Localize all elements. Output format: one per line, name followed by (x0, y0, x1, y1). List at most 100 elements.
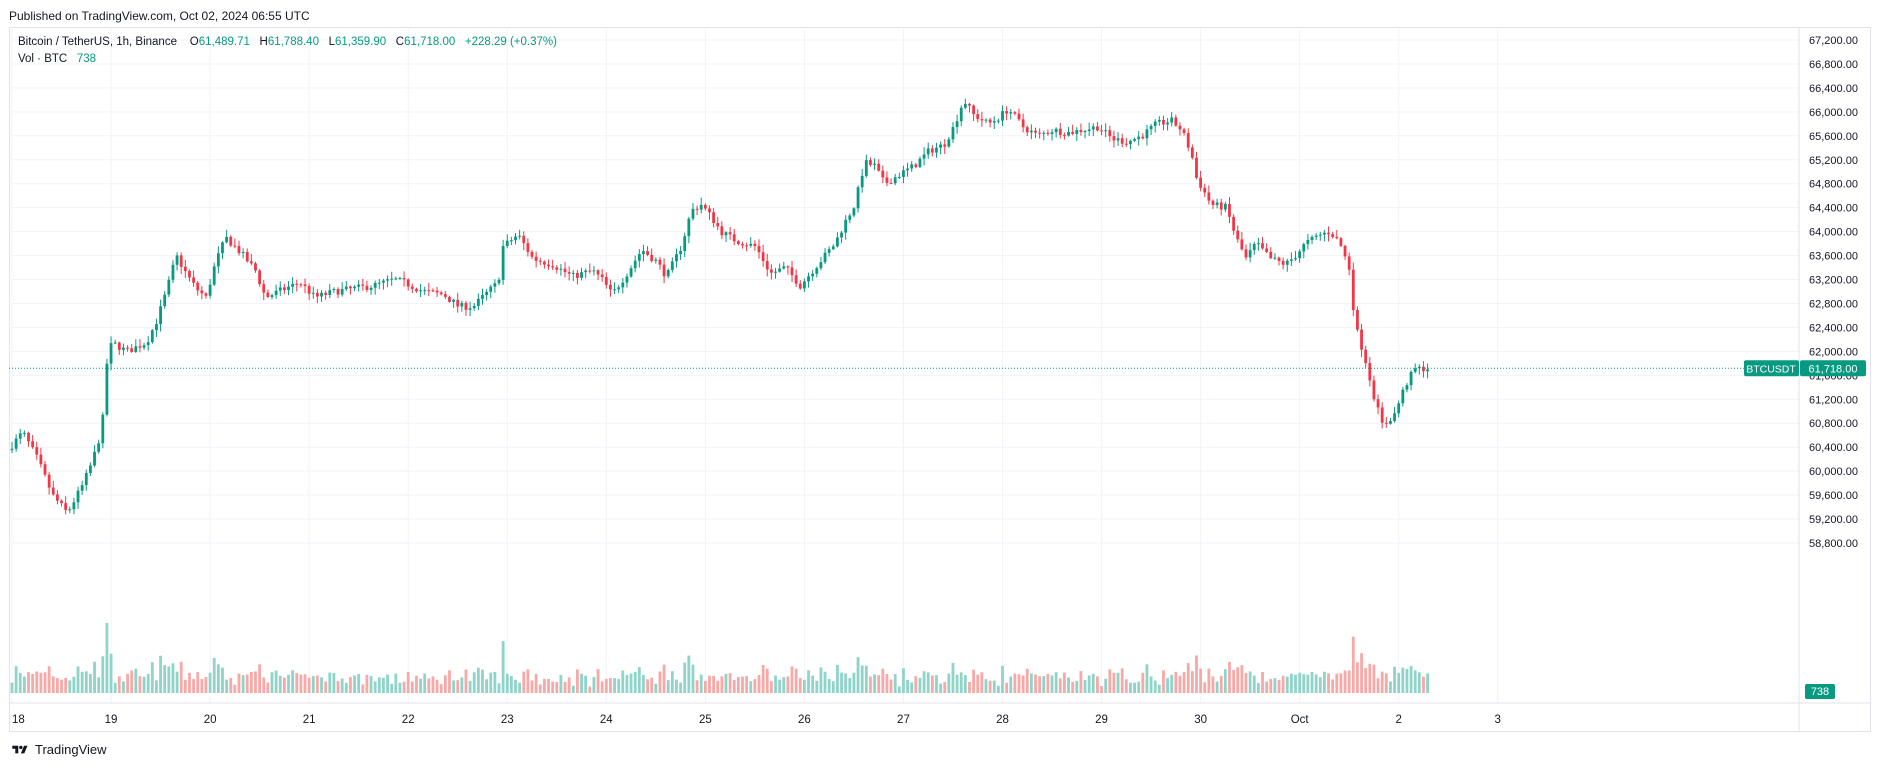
volume-bar (555, 681, 559, 693)
volume-bar (786, 676, 790, 693)
candle-body (844, 219, 848, 233)
candle-body (1372, 380, 1376, 400)
volume-bar (476, 667, 480, 693)
candle-body (1236, 230, 1240, 240)
candle-body (423, 290, 427, 292)
candle-body (1199, 177, 1202, 188)
volume-bar (171, 663, 175, 693)
candle-body (208, 284, 212, 296)
tradingview-logo[interactable]: TradingView (10, 742, 107, 757)
candle-body (600, 274, 604, 278)
volume-bar (992, 680, 996, 693)
candle-body (988, 119, 992, 123)
volume-bar (625, 674, 629, 693)
volume-bar (208, 672, 212, 693)
candle-body (361, 284, 365, 286)
candle-body (105, 363, 109, 415)
candle-body (910, 164, 914, 169)
candle-body (1116, 138, 1120, 141)
candle-body (1356, 310, 1359, 330)
volume-bar (856, 657, 860, 693)
volume-bar (1054, 672, 1058, 693)
open-value: 61,489.71 (198, 36, 250, 48)
candle-body (769, 269, 773, 273)
volume-bar (1050, 675, 1054, 693)
candle-body (93, 451, 96, 466)
candle-body (943, 144, 947, 147)
time-tick-label: 27 (897, 714, 910, 726)
candle-body (1129, 140, 1132, 145)
price-tick-label: 60,400.00 (1809, 442, 1858, 454)
volume-bar (596, 669, 600, 693)
volume-bar (1079, 671, 1083, 693)
candle-body (567, 272, 571, 274)
candle-body (410, 286, 414, 289)
candle-body (249, 261, 253, 264)
time-axis: 18 19 20 21 22 23 24 25 26 27 28 29 30 Oct 2 3 (12, 714, 1501, 726)
candle-body (373, 283, 377, 288)
candle-body (1013, 112, 1017, 114)
time-tick-label: 3 (1495, 714, 1501, 726)
candle-body (134, 346, 138, 352)
volume-bar (732, 680, 736, 693)
price-tick-label: 65,600.00 (1809, 131, 1858, 143)
candle-body (774, 271, 777, 273)
candle-body (1215, 202, 1219, 206)
volume-bar (943, 682, 947, 693)
candle-body (435, 290, 439, 293)
candle-body (1310, 236, 1314, 240)
change-value: +228.29 (+0.37%) (464, 36, 557, 48)
candle-body (922, 154, 926, 159)
volume-bar (1289, 673, 1293, 693)
volume-bar (926, 672, 930, 693)
volume-bar (1199, 668, 1202, 693)
volume-bar (1038, 676, 1042, 693)
volume-bar (55, 678, 59, 693)
candle-body (1401, 389, 1405, 404)
candle-body (1248, 250, 1252, 258)
candle-body (175, 255, 179, 265)
candle-body (584, 270, 588, 273)
candle-body (679, 251, 682, 255)
candle-body (55, 494, 59, 501)
volume-bar (691, 664, 695, 693)
candle-body (258, 270, 262, 285)
candle-body (1071, 131, 1075, 134)
volume-bar (472, 672, 476, 693)
candle-body (1112, 136, 1116, 141)
volume-bar (1178, 675, 1182, 693)
volume-bar (1001, 665, 1004, 693)
candle-body (1083, 130, 1087, 133)
volume-bar (1100, 686, 1103, 693)
volume-bar (1364, 668, 1368, 693)
volume-bar (1219, 675, 1223, 693)
candle-body (146, 342, 150, 346)
volume-bar (815, 680, 819, 693)
candle-body (1182, 129, 1186, 134)
volume-bar (1318, 677, 1322, 693)
volume-bar (1034, 674, 1037, 693)
volume-bar (1339, 673, 1343, 693)
candle-body (559, 268, 563, 270)
time-tick-label: 23 (501, 714, 514, 726)
candle-body (860, 175, 864, 188)
candle-body (765, 261, 769, 270)
candle-body (188, 271, 191, 278)
volume-bar (774, 675, 777, 693)
candle-body (807, 276, 810, 282)
candle-body (683, 236, 687, 252)
candle-body (1331, 234, 1335, 237)
candle-body (542, 261, 546, 265)
volume-bar (716, 680, 720, 693)
price-tick-label: 59,200.00 (1809, 514, 1858, 526)
volume-bar (897, 686, 901, 693)
volume-bar (192, 679, 195, 693)
candle-body (1162, 119, 1165, 125)
volume-bar (1248, 671, 1252, 693)
candle-body (14, 438, 18, 449)
volume-bar (526, 669, 530, 693)
volume-bar (827, 679, 831, 693)
volume-bar (1397, 672, 1401, 693)
volume-bar (860, 665, 864, 693)
